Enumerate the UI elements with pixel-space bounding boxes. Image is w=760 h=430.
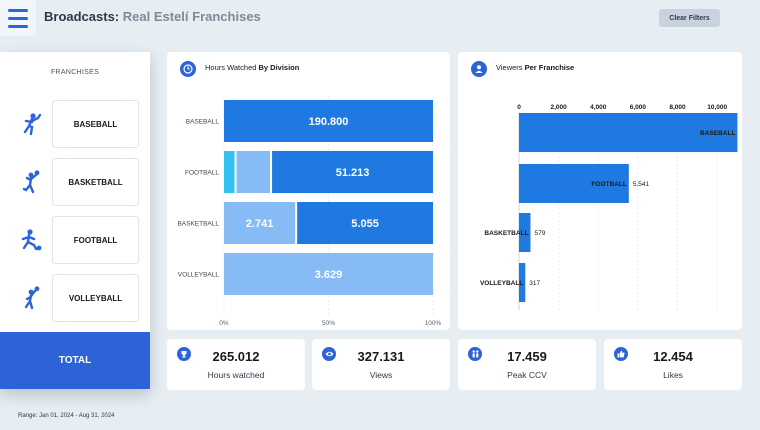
- x-tick-label: 8,000: [669, 104, 686, 111]
- franchise-item-baseball[interactable]: BASEBALL: [14, 100, 139, 148]
- bar: [519, 263, 526, 302]
- thumbs-up-icon: [614, 347, 628, 361]
- viewers-title-bold: Per Franchise: [524, 63, 575, 72]
- clear-filters-button[interactable]: Clear Filters: [659, 9, 720, 27]
- viewers-title-plain: Viewers: [496, 63, 525, 72]
- franchise-item-football[interactable]: FOOTBALL: [14, 216, 139, 264]
- bar: [519, 164, 629, 203]
- football-player-icon: [21, 229, 42, 251]
- bar-segment: [224, 253, 433, 295]
- menu-line: [8, 16, 28, 20]
- people-icon: [468, 347, 482, 361]
- franchises-heading: FRANCHISES: [50, 69, 100, 76]
- bar-value-label: 11,022: [741, 130, 742, 137]
- category-label: VOLLEYBALL: [480, 280, 523, 287]
- kpi-label: Hours watched: [207, 370, 265, 380]
- clock-icon: [180, 61, 196, 77]
- category-label: BASKETBALL: [484, 230, 528, 237]
- x-tick-label: 6,000: [630, 104, 647, 111]
- category-label: BASKETBALL: [177, 221, 219, 228]
- franchise-button-football[interactable]: FOOTBALL: [52, 216, 139, 264]
- x-tick-label: 50%: [322, 320, 335, 327]
- menu-line: [8, 24, 28, 28]
- hours-by-division-chart: 0% 50% 100% BASEBALL 190.800 FOOTBALL 51.213 BA…: [177, 96, 442, 327]
- top-bar: Broadcasts: Real Estelí Franchises Clear…: [0, 0, 760, 36]
- bar-value-label: 190.800: [309, 116, 349, 128]
- bar-segment: [224, 202, 296, 244]
- kpi-peak-ccv: 17.459 Peak CCV: [458, 339, 596, 390]
- x-tick-label: 0: [517, 104, 521, 111]
- kpi-value: 327.131: [357, 349, 405, 364]
- bar-value-label: 5,541: [633, 181, 650, 188]
- bar-segment: [297, 202, 433, 244]
- bar-segment: [272, 151, 433, 193]
- viewers-title: Viewers Per Franchise: [496, 63, 574, 72]
- bar: [519, 113, 738, 152]
- franchise-button-baseball[interactable]: BASEBALL: [52, 100, 139, 148]
- bar-value-label: 5.055: [351, 218, 379, 230]
- category-label: BASEBALL: [700, 130, 735, 137]
- kpi-value: 12.454: [653, 349, 693, 364]
- hours-title-bold: By Division: [258, 63, 300, 72]
- page-title: Broadcasts: Real Estelí Franchises: [44, 9, 261, 24]
- category-label: VOLLEYBALL: [178, 272, 220, 279]
- baseball-player-icon: [23, 113, 42, 136]
- franchise-sidebar: FRANCHISES BASEBALL BASKETBALL FOOTBALL …: [0, 52, 150, 389]
- x-tick-label: 4,000: [590, 104, 607, 111]
- kpi-hours-watched: 265.012 Hours watched: [167, 339, 305, 390]
- basketball-player-icon: [22, 170, 40, 194]
- category-label: BASEBALL: [186, 119, 220, 126]
- hours-title-plain: Hours Watched: [205, 63, 259, 72]
- x-tick-label: 100%: [425, 320, 442, 327]
- kpi-likes: 12.454 Likes: [604, 339, 742, 390]
- franchise-button-basketball[interactable]: BASKETBALL: [52, 158, 139, 206]
- bar-segment: [236, 151, 271, 193]
- kpi-value: 265.012: [212, 349, 260, 364]
- bar-value-label: 317: [529, 280, 540, 287]
- bar-value-label: 2.741: [246, 218, 274, 230]
- hamburger-menu-button[interactable]: [0, 0, 36, 36]
- x-tick-label: 0%: [219, 320, 229, 327]
- franchise-item-basketball[interactable]: BASKETBALL: [14, 158, 139, 206]
- bar-segment: [224, 100, 433, 142]
- menu-line: [8, 8, 28, 12]
- category-label: FOOTBALL: [185, 170, 219, 177]
- total-button[interactable]: TOTAL: [0, 332, 150, 389]
- date-range-label: Range: Jan 01, 2024 - Aug 31, 2024: [18, 413, 115, 419]
- viewers-card: Viewers Per Franchise 0 2,000 4,000 6,000 8,…: [458, 52, 742, 330]
- page-title-franchise: Real Estelí Franchises: [122, 9, 261, 24]
- bar: [519, 213, 531, 252]
- kpi-views: 327.131 Views: [312, 339, 450, 390]
- hours-watched-title: Hours Watched By Division: [205, 63, 299, 72]
- kpi-label: Views: [369, 370, 393, 380]
- user-icon: [471, 61, 487, 77]
- hours-watched-card: Hours Watched By Division 0% 50% 100% BASEB…: [167, 52, 450, 330]
- viewers-per-franchise-chart: 0 2,000 4,000 6,000 8,000 10,000 BASEBALL 11,02…: [480, 104, 742, 310]
- volleyball-player-icon: [24, 286, 40, 310]
- kpi-label: Likes: [663, 370, 683, 380]
- kpi-value: 17.459: [507, 349, 547, 364]
- bar-value-label: 579: [534, 230, 545, 237]
- eye-icon: [322, 347, 336, 361]
- kpi-label: Peak CCV: [507, 370, 547, 380]
- x-tick-label: 2,000: [550, 104, 567, 111]
- trophy-icon: [177, 347, 191, 361]
- bar-value-label: 51.213: [336, 167, 370, 179]
- bar-value-label: 3.629: [315, 269, 343, 281]
- franchise-button-volleyball[interactable]: VOLLEYBALL: [52, 274, 139, 322]
- franchise-item-volleyball[interactable]: VOLLEYBALL: [14, 274, 139, 322]
- category-label: FOOTBALL: [591, 181, 626, 188]
- bar-segment: [224, 151, 235, 193]
- page-title-prefix: Broadcasts:: [44, 9, 120, 24]
- x-tick-label: 10,000: [707, 104, 727, 111]
